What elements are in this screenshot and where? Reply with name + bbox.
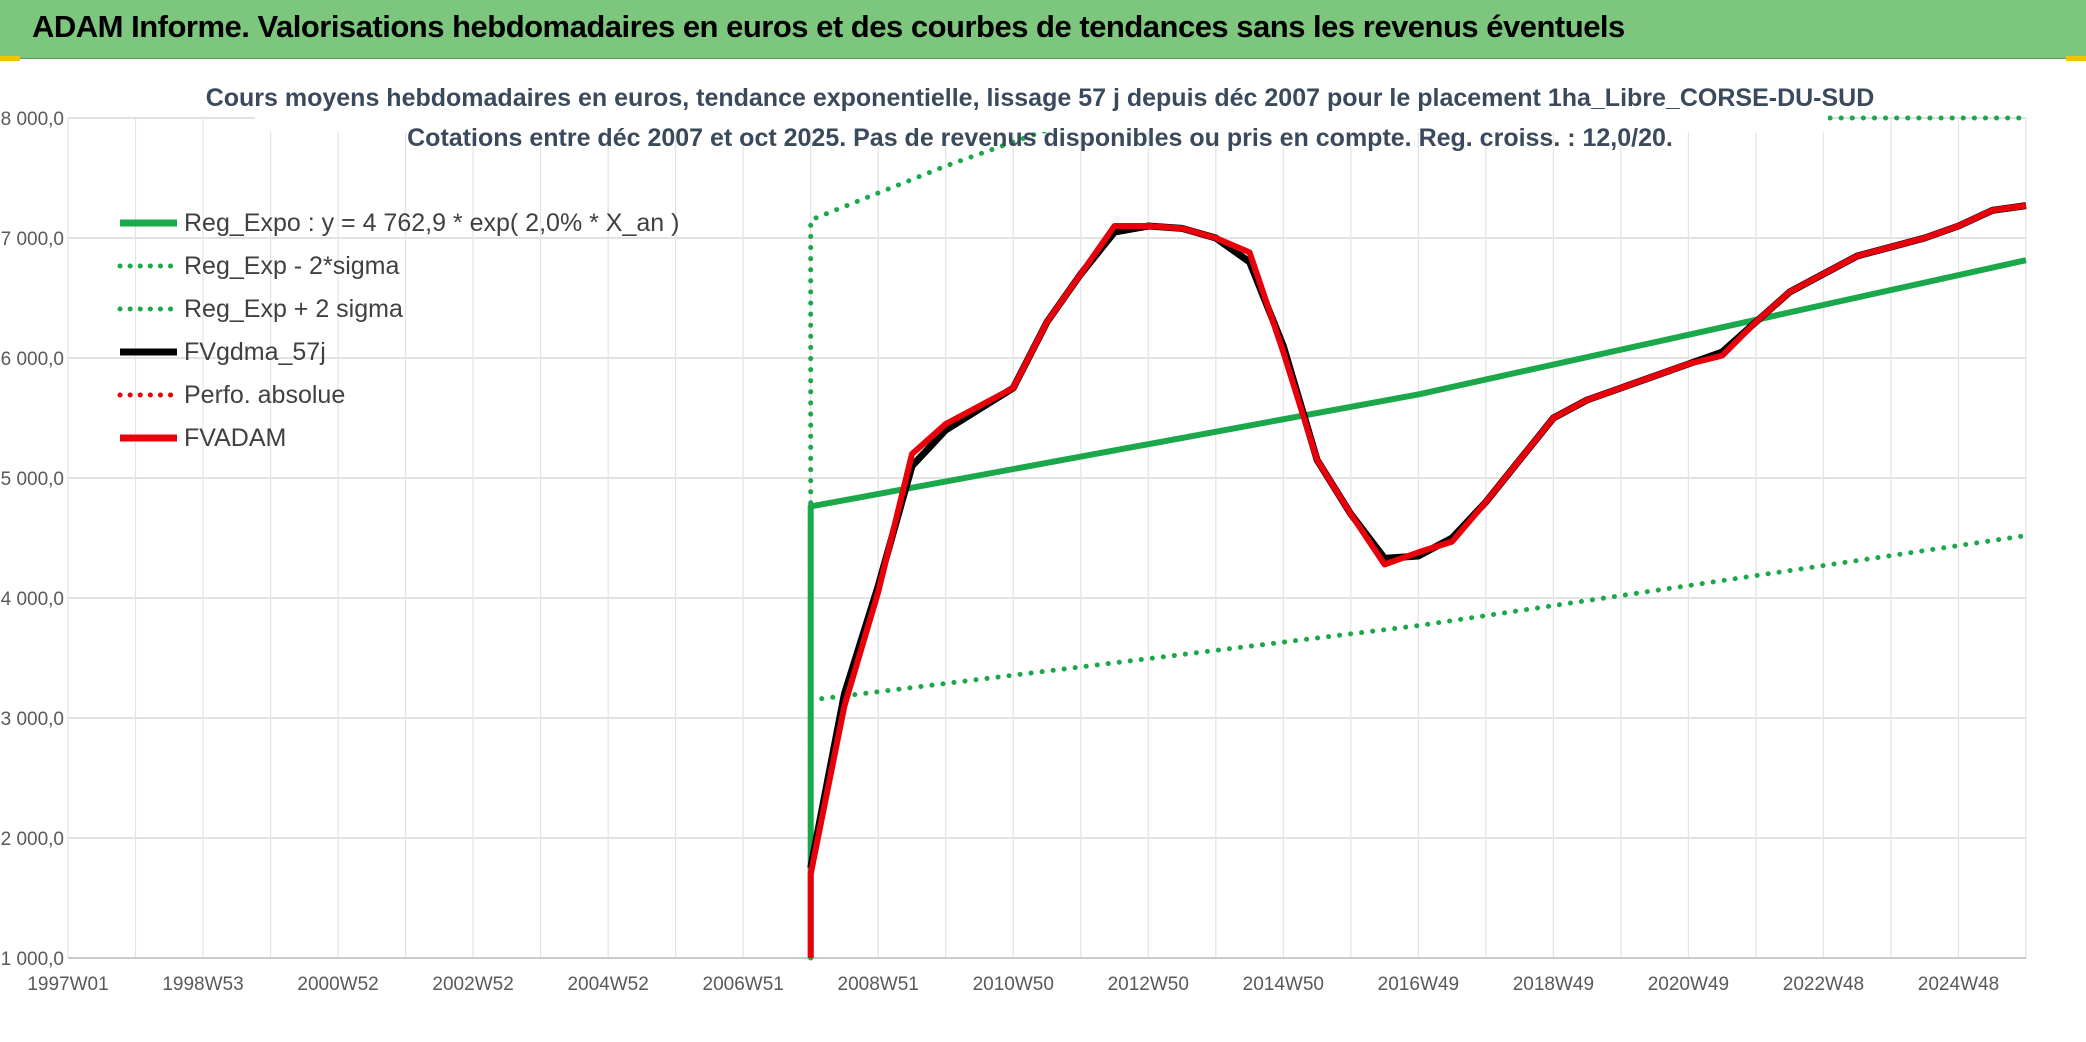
series-line-5: [807, 202, 2027, 958]
x-tick-label: 2024W48: [1918, 974, 1999, 995]
x-tick-label: 2006W51: [703, 974, 784, 995]
x-tick-label: 2002W52: [432, 974, 513, 995]
title-backdrop: [255, 62, 1828, 132]
x-tick-label: 2014W50: [1243, 974, 1324, 995]
x-tick-label: 2016W49: [1378, 974, 1459, 995]
report-title: ADAM Informe. Valorisations hebdomadaire…: [32, 9, 1625, 44]
chart-area: 1 000,0 2 000,0 3 000,0 4 000,0 5 000,0 6 000…: [0, 62, 2086, 1037]
series-line-0: [807, 257, 2027, 958]
y-tick-label: 1 000,0: [1, 949, 64, 970]
corner-marker-right: [2066, 56, 2086, 61]
x-tick-label: 2022W48: [1783, 974, 1864, 995]
x-tick-label: 2004W52: [567, 974, 648, 995]
report-header: ADAM Informe. Valorisations hebdomadaire…: [0, 0, 2086, 59]
y-tick-label: 3 000,0: [1, 709, 64, 730]
x-tick-label: 2020W49: [1648, 974, 1729, 995]
y-tick-label: 5 000,0: [1, 469, 64, 490]
x-tick-label: 1997W01: [27, 974, 108, 995]
chart-grid: [67, 117, 2027, 959]
series-line-1: [808, 533, 2029, 703]
y-tick-label: 7 000,0: [1, 229, 64, 250]
line-chart: 1 000,0 2 000,0 3 000,0 4 000,0 5 000,0 6 000…: [1, 62, 2029, 995]
x-tick-label: 2010W50: [973, 974, 1054, 995]
corner-marker-left: [0, 56, 20, 61]
y-tick-label: 8 000,0: [1, 109, 64, 130]
y-tick-label: 6 000,0: [1, 349, 64, 370]
x-tick-label: 2008W51: [838, 974, 919, 995]
legend-label: FVgdma_57j: [184, 338, 326, 366]
legend-label: Reg_Exp + 2 sigma: [184, 295, 403, 323]
x-tick-label: 2000W52: [297, 974, 378, 995]
chart-legend: Reg_Expo : y = 4 762,9 * exp( 2,0% * X_a…: [117, 209, 679, 452]
x-tick-label: 2012W50: [1108, 974, 1189, 995]
x-tick-label: 2018W49: [1513, 974, 1594, 995]
legend-label: Reg_Exp - 2*sigma: [184, 252, 399, 280]
y-tick-label: 2 000,0: [1, 829, 64, 850]
y-axis: 1 000,0 2 000,0 3 000,0 4 000,0 5 000,0 6 000…: [1, 109, 64, 970]
x-tick-label: 1998W53: [162, 974, 243, 995]
legend-label: FVADAM: [184, 424, 286, 452]
title-layer: Cours moyens hebdomadaires en euros, ten…: [206, 62, 1875, 152]
chart-title: Cours moyens hebdomadaires en euros, ten…: [206, 84, 1875, 112]
chart-subtitle: Cotations entre déc 2007 et oct 2025. Pa…: [407, 124, 1673, 152]
legend-label: Reg_Expo : y = 4 762,9 * exp( 2,0% * X_a…: [184, 209, 679, 237]
legend-label: Perfo. absolue: [184, 381, 345, 409]
x-axis: 1997W01 1998W53 2000W52 2002W52 2004W52 2006W…: [27, 957, 2026, 995]
y-tick-label: 4 000,0: [1, 589, 64, 610]
